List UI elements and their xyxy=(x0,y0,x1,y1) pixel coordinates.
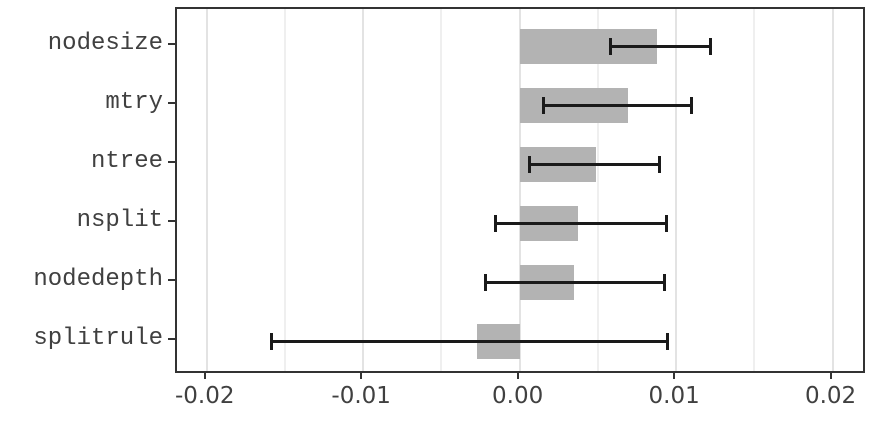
grid-minor-line xyxy=(753,9,756,371)
x-axis-label--0.01: -0.01 xyxy=(331,383,391,409)
y-axis-label-nodedepth: nodedepth xyxy=(33,266,163,294)
x-axis-tick xyxy=(829,373,832,379)
errorbar-line-splitrule xyxy=(270,339,669,343)
x-axis-label-0.00: 0.00 xyxy=(492,383,544,409)
errorbar-cap-high-nsplit xyxy=(664,214,668,232)
y-axis-tick xyxy=(168,161,175,164)
x-axis-tick xyxy=(360,373,363,379)
errorbar-line-nodesize xyxy=(610,44,711,48)
x-axis-tick xyxy=(673,373,676,379)
grid-major-line xyxy=(205,9,208,371)
grid-major-line xyxy=(518,9,521,371)
x-axis-label-0.02: 0.02 xyxy=(804,383,857,409)
grid-minor-line xyxy=(283,9,286,371)
errorbar-cap-low-nodedepth xyxy=(484,273,488,291)
errorbar-line-nodedepth xyxy=(485,280,666,284)
errorbar-cap-high-splitrule xyxy=(666,332,670,350)
errorbar-line-nsplit xyxy=(494,221,667,225)
y-axis-label-mtry: mtry xyxy=(105,89,163,117)
x-axis-tick xyxy=(203,373,206,379)
x-axis-tick xyxy=(516,373,519,379)
errorbar-cap-high-mtry xyxy=(689,96,693,114)
errorbar-cap-high-ntree xyxy=(658,155,662,173)
grid-minor-line xyxy=(596,9,599,371)
errorbar-line-ntree xyxy=(529,162,661,166)
y-axis-label-splitrule: splitrule xyxy=(33,325,163,353)
grid-minor-line xyxy=(440,9,443,371)
errorbar-cap-low-nsplit xyxy=(493,214,497,232)
y-axis-label-nsplit: nsplit xyxy=(76,207,163,235)
y-axis-tick xyxy=(168,338,175,341)
errorbar-cap-low-nodesize xyxy=(609,37,613,55)
y-axis-label-ntree: ntree xyxy=(90,148,163,176)
errorbar-line-mtry xyxy=(543,103,692,107)
errorbar-cap-low-ntree xyxy=(528,155,532,173)
errorbar-cap-high-nodesize xyxy=(708,37,712,55)
y-axis-tick xyxy=(168,102,175,105)
errorbar-cap-low-mtry xyxy=(542,96,546,114)
grid-major-line xyxy=(831,9,834,371)
grid-major-line xyxy=(675,9,678,371)
y-axis-tick xyxy=(168,220,175,223)
errorbar-cap-high-nodedepth xyxy=(663,273,667,291)
errorbar-cap-low-splitrule xyxy=(269,332,273,350)
x-axis-label--0.02: -0.02 xyxy=(174,383,235,409)
x-axis-label-0.01: 0.01 xyxy=(648,383,700,409)
plot-panel xyxy=(175,7,865,373)
grid-major-line xyxy=(362,9,365,371)
y-axis-tick xyxy=(168,279,175,282)
y-axis-tick xyxy=(168,43,175,46)
y-axis-label-nodesize: nodesize xyxy=(47,30,163,58)
